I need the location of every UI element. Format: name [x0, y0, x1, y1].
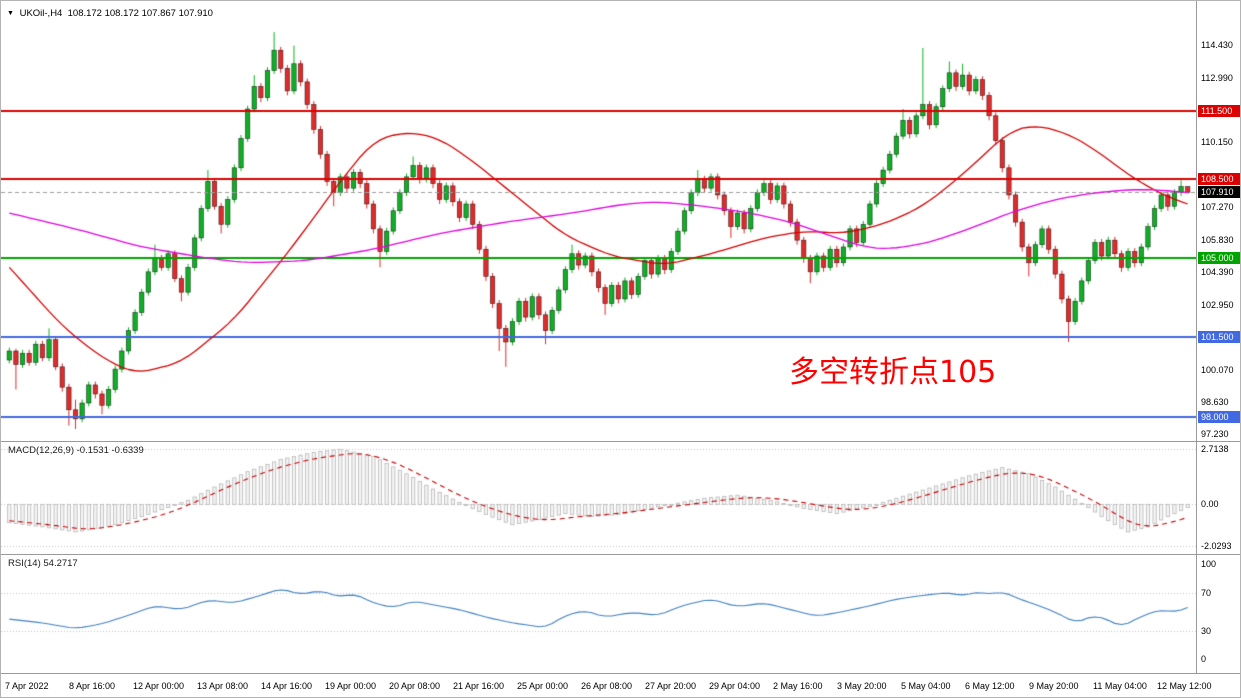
time-axis-label: 12 Apr 00:00	[133, 681, 185, 691]
macd-indicator-label: MACD(12,26,9) -0.1531 -0.6339	[8, 445, 144, 456]
rsi-value: 54.2717	[43, 558, 78, 569]
price-axis-label: 104.390	[1201, 267, 1234, 278]
time-axis-label: 6 May 12:00	[965, 681, 1015, 691]
rsi-canvas[interactable]	[1, 555, 1196, 673]
macd-signal-value: -0.6339	[111, 445, 144, 456]
rsi-axis-label: 70	[1201, 587, 1212, 598]
price-axis-label: 102.950	[1201, 299, 1234, 310]
time-axis-label: 9 May 20:00	[1029, 681, 1079, 691]
price-axis[interactable]: 114.430 112.990 110.150 107.270 105.830 104.3…	[1196, 1, 1240, 441]
time-axis-label: 13 Apr 08:00	[197, 681, 249, 691]
macd-panel: MACD(12,26,9) -0.1531 -0.6339 2.7138 0.00…	[1, 441, 1240, 554]
time-axis-label: 14 Apr 16:00	[261, 681, 313, 691]
time-axis[interactable]: 7 Apr 2022 8 Apr 16:00 12 Apr 00:00 13 Apr …	[1, 673, 1240, 697]
time-axis-label: 2 May 16:00	[773, 681, 823, 691]
time-axis-label: 5 May 04:00	[901, 681, 951, 691]
macd-canvas[interactable]	[1, 442, 1196, 554]
price-level-badge: 101.500	[1198, 331, 1240, 344]
time-axis-label: 12 May 12:00	[1157, 681, 1212, 691]
ohlc-low: 107.867	[141, 8, 176, 19]
macd-value: -0.1531	[76, 445, 109, 456]
rsi-axis-label: 100	[1201, 559, 1217, 569]
macd-axis[interactable]: 2.7138 0.00 -2.0293	[1196, 442, 1240, 554]
price-axis-label: 97.230	[1201, 429, 1229, 439]
macd-name: MACD(12,26,9)	[8, 445, 74, 456]
price-level-badge: 105.000	[1198, 252, 1240, 265]
chart-annotation-text: 多空转折点105	[789, 355, 997, 390]
one-click-trading-icon[interactable]: ▼	[7, 10, 14, 17]
price-axis-label: 100.070	[1201, 364, 1234, 375]
price-level-badge: 108.500	[1198, 173, 1240, 186]
time-axis-label: 19 Apr 00:00	[325, 681, 377, 691]
price-axis-label: 107.270	[1201, 201, 1234, 212]
price-axis-label: 112.990	[1201, 72, 1233, 83]
time-axis-label: 20 Apr 08:00	[389, 681, 441, 691]
price-level-badge: 111.500	[1198, 105, 1240, 118]
macd-axis-label: 0.00	[1201, 499, 1219, 510]
rsi-name: RSI(14)	[8, 558, 41, 569]
time-axis-label: 8 Apr 16:00	[69, 681, 116, 691]
time-axis-label: 29 Apr 04:00	[709, 681, 761, 691]
current-price-badge: 107.910	[1198, 186, 1240, 199]
rsi-axis-label: 30	[1201, 625, 1212, 636]
time-axis-label: 25 Apr 00:00	[517, 681, 569, 691]
symbol-timeframe: UKOil-,H4	[19, 8, 63, 19]
price-level-badge: 98.000	[1198, 410, 1240, 423]
time-axis-label: 21 Apr 16:00	[453, 681, 505, 691]
price-axis-label: 110.150	[1201, 136, 1233, 147]
time-axis-label: 3 May 20:00	[837, 681, 887, 691]
time-axis-label: 27 Apr 20:00	[645, 681, 697, 691]
time-axis-label: 7 Apr 2022	[5, 681, 49, 691]
macd-axis-label: 2.7138	[1201, 444, 1229, 454]
price-axis-label: 98.630	[1201, 397, 1229, 408]
price-axis-label: 105.830	[1201, 234, 1234, 245]
ohlc-open: 108.172	[67, 8, 102, 19]
rsi-panel: RSI(14) 54.2717 100 70 30 0	[1, 554, 1240, 673]
time-axis-label: 11 May 04:00	[1093, 681, 1147, 691]
time-axis-label: 26 Apr 08:00	[581, 681, 633, 691]
rsi-indicator-label: RSI(14) 54.2717	[8, 558, 78, 569]
main-chart-panel: ▼ UKOil-,H4 108.172 108.172 107.867 107.…	[1, 1, 1240, 441]
main-chart-canvas[interactable]	[1, 1, 1196, 441]
ohlc-high: 108.172	[104, 8, 139, 19]
rsi-axis[interactable]: 100 70 30 0	[1196, 555, 1240, 673]
symbol-info: ▼ UKOil-,H4 108.172 108.172 107.867 107.…	[7, 8, 213, 19]
macd-axis-label: -2.0293	[1201, 540, 1232, 551]
ohlc-close: 107.910	[178, 8, 213, 19]
rsi-axis-label: 0	[1201, 654, 1207, 664]
price-axis-label: 114.430	[1201, 40, 1233, 50]
